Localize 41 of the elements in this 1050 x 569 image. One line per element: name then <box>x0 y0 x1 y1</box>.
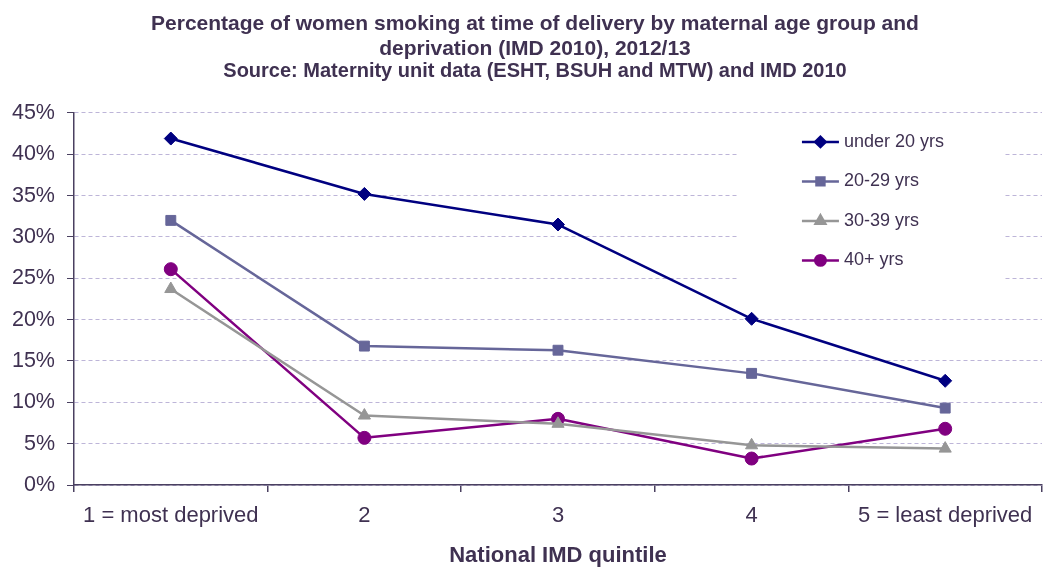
y-tick-label: 20% <box>11 306 55 331</box>
point <box>938 441 952 453</box>
y-tick-label: 45% <box>11 99 55 124</box>
y-tick-label: 15% <box>11 347 55 372</box>
x-axis-title: National IMD quintile <box>449 541 667 567</box>
point <box>165 214 177 226</box>
point <box>357 430 372 445</box>
point <box>938 373 953 388</box>
point <box>357 186 372 201</box>
x-tick-label: 3 <box>551 502 565 528</box>
y-tick-label: 25% <box>11 265 55 290</box>
legend-label: 20-29 yrs <box>843 170 919 191</box>
x-tick-label: 4 <box>745 502 758 528</box>
point <box>744 451 759 466</box>
point <box>163 262 178 277</box>
y-tick-label: 40% <box>11 141 55 166</box>
point <box>551 416 565 428</box>
point <box>939 402 951 414</box>
x-tick-label: 1 = most deprived <box>83 502 259 528</box>
chart-title: Percentage of women smoking at time of delivery by maternal age group and deprivation (IMD 2010), 2012/13 <box>150 10 920 60</box>
chart-subtitle: Source: Maternity unit data (ESHT, BSUH and MTW) and IMD 2010 <box>222 59 848 82</box>
y-tick-label: 5% <box>23 430 55 455</box>
point <box>357 408 371 420</box>
point <box>938 421 953 436</box>
legend-label: 40+ yrs <box>843 249 904 270</box>
x-tick-label: 5 = least deprived <box>858 502 1033 528</box>
point <box>551 217 565 232</box>
y-tick-label: 10% <box>11 389 55 414</box>
legend-label: 30-39 yrs <box>843 209 919 230</box>
legend-label: under 20 yrs <box>843 130 945 151</box>
y-tick-label: 30% <box>11 223 55 248</box>
point <box>745 437 759 450</box>
point <box>746 367 758 379</box>
point <box>163 131 178 146</box>
y-tick-label: 0% <box>23 471 55 496</box>
point <box>164 281 178 294</box>
y-tick-label: 35% <box>11 182 55 207</box>
x-tick-label: 2 <box>358 502 371 528</box>
point <box>744 311 759 326</box>
point <box>358 340 370 352</box>
point <box>552 344 564 356</box>
